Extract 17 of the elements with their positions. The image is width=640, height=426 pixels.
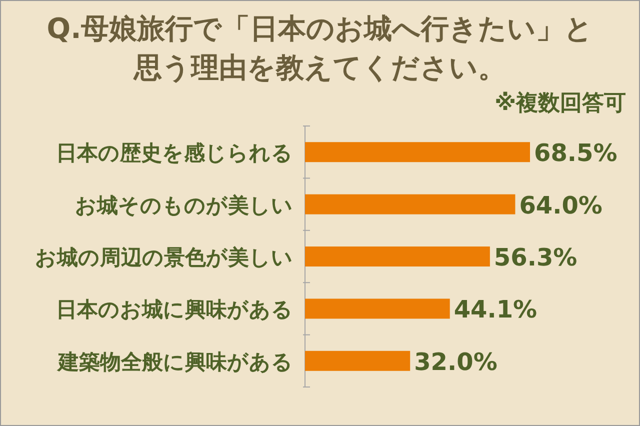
y-tick-label: 建築物全般に興味がある <box>56 350 293 374</box>
text: ※複数回答可 <box>494 91 626 116</box>
title: Q.母娘旅行で「日本のお城へ行きたい」と思う理由を教えてください。 <box>46 12 594 84</box>
bar <box>305 350 410 371</box>
bar <box>305 194 516 214</box>
data-label: 64.0% <box>519 191 602 220</box>
y-tick-label: 日本のお城に興味がある <box>56 298 293 322</box>
data-label: 68.5% <box>534 139 618 168</box>
y-tick-label: 日本の歴史を感じられる <box>56 141 293 166</box>
bar <box>305 142 530 162</box>
data-label: 32.0% <box>414 348 498 376</box>
y-tick-label: お城そのものが美しい <box>75 193 293 218</box>
bar <box>305 298 450 319</box>
data-label: 44.1% <box>454 296 538 324</box>
bar <box>305 246 490 266</box>
data-label: 56.3% <box>494 244 578 272</box>
y-tick-label: お城の周辺の景色が美しい <box>35 246 293 270</box>
